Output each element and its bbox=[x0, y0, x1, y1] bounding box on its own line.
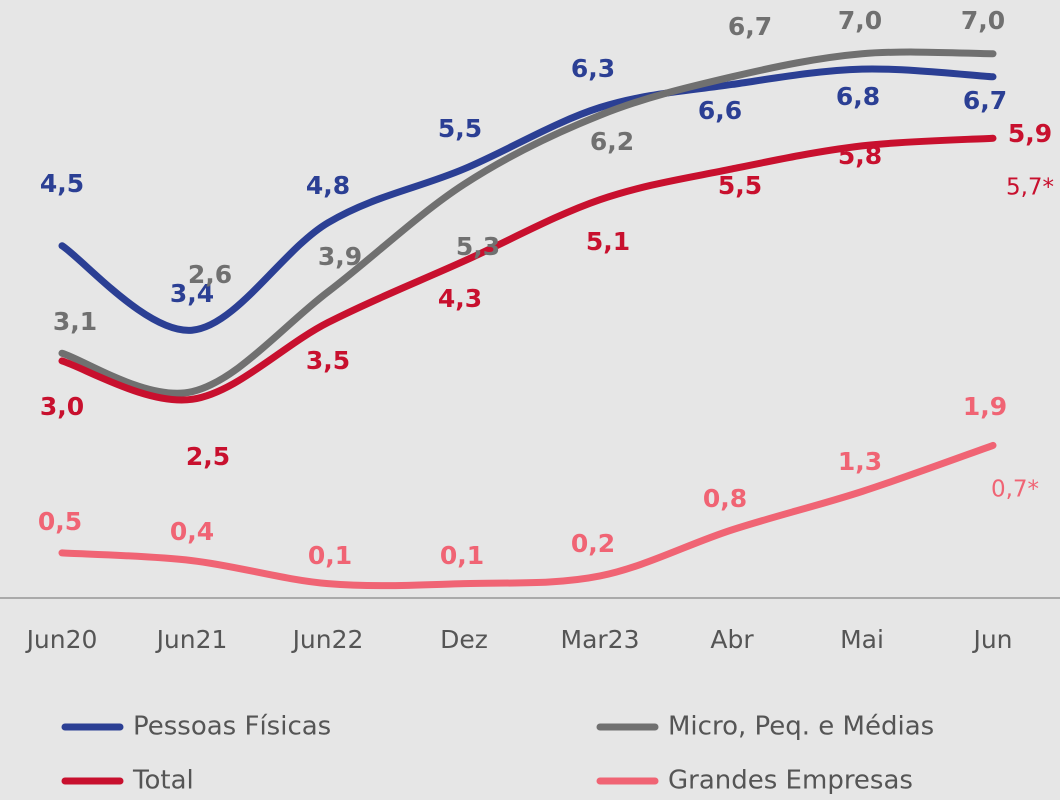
value-label: 0,1 bbox=[440, 541, 484, 570]
value-label: 3,5 bbox=[306, 346, 350, 375]
value-label: 3,9 bbox=[318, 242, 362, 271]
value-label: 4,3 bbox=[438, 284, 482, 313]
x-tick-label: Dez bbox=[440, 625, 488, 654]
value-label: 6,3 bbox=[571, 54, 615, 83]
value-label: 0,2 bbox=[571, 529, 615, 558]
value-label: 5,5 bbox=[438, 114, 482, 143]
legend-label: Micro, Peq. e Médias bbox=[668, 712, 934, 742]
x-tick-label: Abr bbox=[710, 625, 754, 654]
value-label: 4,5 bbox=[40, 169, 84, 198]
value-label: 6,6 bbox=[698, 96, 742, 125]
value-label: 3,0 bbox=[40, 392, 84, 421]
value-label: 0,8 bbox=[703, 484, 747, 513]
x-tick-label: Mai bbox=[840, 625, 884, 654]
value-label: 6,7 bbox=[963, 86, 1007, 115]
value-label: 0,5 bbox=[38, 507, 82, 536]
value-label: 2,5 bbox=[186, 442, 230, 471]
value-label: 5,8 bbox=[838, 141, 882, 170]
value-label: 6,2 bbox=[590, 127, 634, 156]
value-label: 0,4 bbox=[170, 517, 214, 546]
value-label: 7,0 bbox=[961, 6, 1005, 35]
value-label: 7,0 bbox=[838, 6, 882, 35]
legend-label: Grandes Empresas bbox=[668, 766, 913, 796]
annotation: 5,7* bbox=[1006, 175, 1054, 201]
value-label: 4,8 bbox=[306, 171, 350, 200]
value-label: 6,8 bbox=[836, 82, 880, 111]
value-label: 5,3 bbox=[456, 232, 500, 261]
x-tick-label: Jun20 bbox=[25, 625, 98, 654]
value-label: 1,9 bbox=[963, 392, 1007, 421]
x-tick-label: Mar23 bbox=[561, 625, 640, 654]
annotation: 0,7* bbox=[991, 477, 1039, 503]
series-line bbox=[58, 134, 997, 404]
legend-label: Total bbox=[132, 766, 194, 796]
legend-label: Pessoas Físicas bbox=[133, 712, 331, 742]
value-label: 2,6 bbox=[188, 260, 232, 289]
value-label: 3,4 bbox=[170, 279, 214, 308]
value-label: 5,1 bbox=[586, 227, 630, 256]
value-label: 3,1 bbox=[53, 307, 97, 336]
x-tick-label: Jun bbox=[971, 625, 1012, 654]
series-line bbox=[58, 65, 997, 334]
value-label: 6,7 bbox=[728, 12, 772, 41]
value-label: 1,3 bbox=[838, 447, 882, 476]
series-line bbox=[58, 48, 997, 397]
series-line bbox=[58, 441, 997, 590]
x-tick-label: Jun22 bbox=[291, 625, 364, 654]
x-tick-label: Jun21 bbox=[155, 625, 228, 654]
value-label: 5,5 bbox=[718, 171, 762, 200]
value-label: 0,1 bbox=[308, 541, 352, 570]
value-label: 5,9 bbox=[1008, 119, 1052, 148]
